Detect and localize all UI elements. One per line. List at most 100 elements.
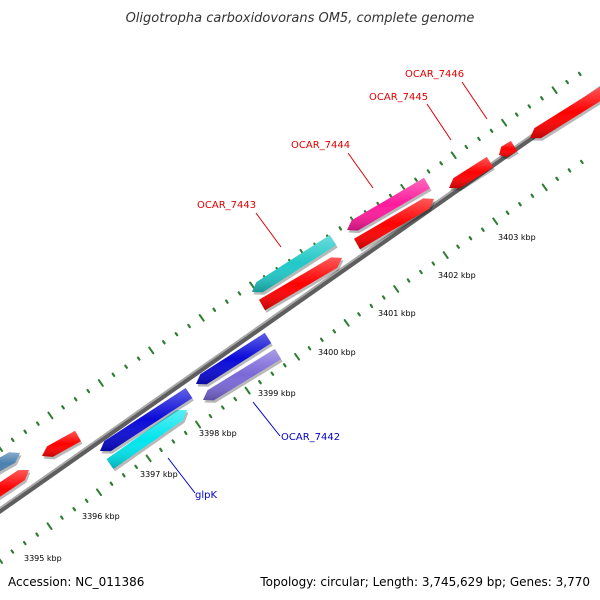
gene-blue-large-shading	[100, 388, 193, 452]
inner-tick	[10, 549, 15, 554]
outer-tick	[35, 421, 40, 426]
label-ocar-7446[interactable]: OCAR_7446	[405, 69, 464, 80]
inner-tick	[393, 285, 400, 293]
gene-lavender-ocar-7442-shading	[203, 348, 282, 401]
scale-label-3397: 3397 kbp	[140, 470, 178, 479]
outer-tick	[514, 112, 519, 117]
gene-blue-b-shading	[196, 332, 272, 385]
scale-label-3401: 3401 kbp	[378, 309, 416, 318]
inner-tick	[481, 227, 485, 232]
leader-ocar-7446	[461, 81, 488, 120]
gene-red-ocar-7445[interactable]	[449, 156, 495, 191]
gene-red-inner-left-shading	[0, 470, 29, 497]
inner-tick	[406, 278, 411, 283]
outer-tick	[388, 193, 393, 198]
outer-tick	[501, 118, 508, 127]
gene-magenta-ocar-7444[interactable]	[347, 177, 432, 234]
outer-tick	[97, 379, 104, 387]
inner-tick	[134, 464, 138, 469]
gene-red-b-shading	[354, 198, 434, 250]
inner-tick	[307, 346, 312, 351]
inner-tick	[145, 454, 152, 463]
leader-ocar-7442	[252, 401, 281, 437]
inner-tick	[195, 420, 202, 429]
label-ocar-7442[interactable]: OCAR_7442	[281, 432, 340, 443]
outer-tick	[212, 307, 217, 312]
gene-cyan-glpk[interactable]	[106, 410, 189, 472]
scale-label-3400: 3400 kbp	[318, 348, 356, 357]
inner-tick	[35, 532, 40, 537]
inner-tick	[492, 217, 499, 226]
gene-cyan-glpk-shading	[106, 410, 187, 469]
inner-tick	[294, 352, 301, 361]
inner-tick	[332, 329, 337, 334]
gene-blue-b[interactable]	[196, 332, 273, 387]
outer-tick	[540, 96, 544, 101]
inner-tick	[579, 159, 584, 165]
inner-tick	[208, 413, 213, 419]
inner-tick	[121, 473, 126, 478]
inner-tick	[431, 261, 436, 266]
inner-tick	[541, 183, 548, 192]
inner-tick	[505, 210, 510, 215]
inner-tick	[258, 380, 262, 385]
inner-tick	[46, 522, 53, 530]
scale-label-3399: 3399 kbp	[258, 389, 296, 398]
leader-ocar-7443	[255, 212, 282, 248]
inner-tick	[72, 507, 77, 512]
inner-tick	[244, 386, 251, 395]
label-ocar-7443[interactable]: OCAR_7443	[197, 200, 256, 211]
map-title: Oligotropha carboxidovorans OM5, complet…	[126, 11, 475, 26]
inner-tick	[419, 269, 423, 275]
gene-red-a[interactable]	[259, 257, 344, 313]
outer-tick	[61, 405, 65, 410]
gene-steel-left[interactable]	[0, 452, 22, 478]
outer-tick	[527, 104, 532, 109]
label-ocar-7445[interactable]: OCAR_7445	[369, 92, 428, 103]
outer-tick	[565, 79, 570, 85]
outer-tick	[439, 161, 443, 166]
gene-red-ocar-7446[interactable]	[499, 140, 519, 160]
inner-tick	[96, 488, 102, 497]
leader-ocar-7444	[347, 152, 374, 189]
inner-tick	[442, 251, 449, 259]
inner-tick	[343, 319, 350, 327]
inner-tick	[22, 540, 27, 546]
outer-tick	[136, 356, 141, 361]
outer-tick	[225, 299, 229, 304]
gene-red-b[interactable]	[354, 198, 436, 252]
scale-label-3395: 3395 kbp	[24, 554, 62, 563]
accession-text: Accession: NC_011386	[8, 575, 144, 589]
gene-features	[0, 86, 600, 511]
label-glpk[interactable]: glpK	[195, 490, 217, 501]
topology-text: Topology: circular; Length: 3,745,629 bp…	[259, 575, 590, 589]
leader-glpk	[167, 457, 196, 494]
outer-tick	[111, 372, 116, 377]
inner-tick	[357, 312, 361, 317]
outer-tick	[338, 226, 343, 231]
gene-magenta-ocar-7444-shading	[347, 177, 430, 231]
gene-red-right[interactable]	[530, 86, 600, 141]
inner-tick	[109, 481, 114, 486]
outer-tick	[124, 364, 128, 369]
inner-tick	[518, 202, 522, 207]
leader-ocar-7445	[426, 103, 452, 141]
gene-red-inner-left[interactable]	[0, 470, 31, 511]
inner-tick	[381, 295, 386, 300]
inner-tick	[320, 337, 324, 342]
gene-blue-large[interactable]	[100, 388, 194, 454]
outer-tick	[414, 177, 418, 182]
gene-red-small-left[interactable]	[42, 430, 83, 460]
outer-tick	[47, 411, 54, 420]
outer-tick	[551, 86, 558, 94]
gene-red-right-shading	[530, 87, 600, 139]
outer-tick	[10, 437, 15, 442]
inner-tick	[555, 176, 560, 181]
inner-tick	[159, 447, 163, 453]
label-ocar-7444[interactable]: OCAR_7444	[291, 140, 350, 151]
outer-tick	[148, 346, 155, 355]
outer-tick	[0, 446, 3, 452]
gene-lavender-ocar-7442[interactable]	[203, 348, 283, 403]
gene-teal-ocar-7443[interactable]	[252, 235, 338, 295]
outer-tick	[577, 71, 582, 77]
